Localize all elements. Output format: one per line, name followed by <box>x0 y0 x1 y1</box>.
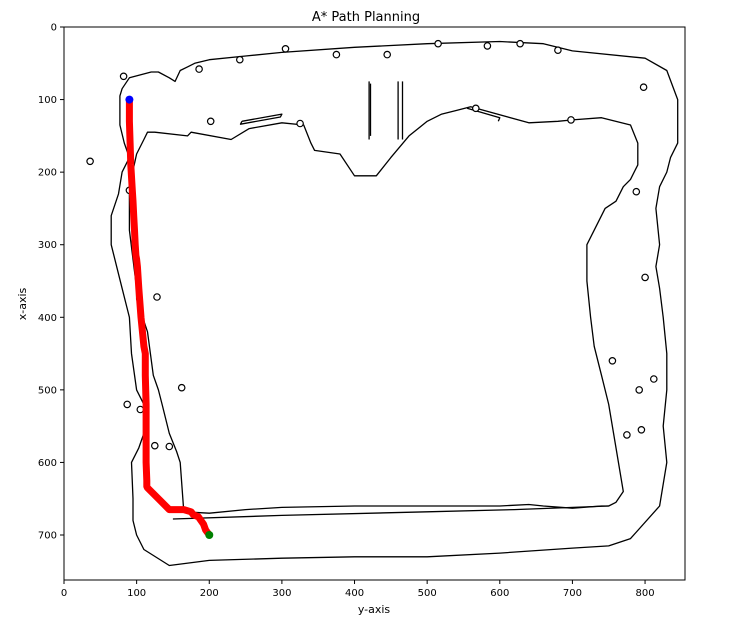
obstacle-marker <box>119 72 128 81</box>
obstacle-marker <box>383 50 392 59</box>
y-axis-label: x-axis <box>16 287 29 320</box>
y-tick-label: 200 <box>38 168 57 179</box>
obstacle-marker <box>296 119 304 128</box>
x-tick-label: 400 <box>345 588 364 599</box>
planned-path-line <box>125 96 213 539</box>
y-tick-label: 300 <box>38 240 57 251</box>
obstacle-marker <box>195 65 203 73</box>
x-tick-label: 0 <box>61 588 67 599</box>
y-tick-label: 600 <box>38 458 57 469</box>
map-wall <box>172 505 609 520</box>
obstacle-marker <box>177 383 186 392</box>
x-tick-label: 300 <box>272 588 291 599</box>
obstacle-marker <box>635 386 644 394</box>
obstacle-marker <box>483 42 492 50</box>
obstacle-marker <box>165 442 174 451</box>
obstacle-marker <box>554 46 562 55</box>
y-tick-label: 400 <box>38 313 57 324</box>
y-tick-label: 500 <box>38 385 57 396</box>
x-tick-label: 100 <box>127 588 146 599</box>
x-axis-ticks: 0 100 200 300 400 500 600 700 800 <box>61 580 655 599</box>
x-tick-label: 700 <box>563 588 582 599</box>
obstacle-marker <box>136 405 145 414</box>
chart-title: A* Path Planning <box>312 10 420 25</box>
obstacle-marker <box>567 116 575 124</box>
y-axis-ticks: 0 100 200 300 400 500 600 700 <box>38 23 64 542</box>
obstacle-marker <box>153 293 161 301</box>
obstacle-marker <box>281 44 290 53</box>
x-tick-label: 600 <box>490 588 509 599</box>
obstacle-marker <box>206 117 215 126</box>
obstacle-marker <box>623 431 631 439</box>
obstacle-marker <box>649 375 658 383</box>
obstacle-marker <box>123 400 132 409</box>
map-wall <box>239 113 283 125</box>
x-tick-label: 800 <box>636 588 655 599</box>
map-outer-boundary <box>110 40 679 567</box>
x-axis-label: y-axis <box>358 603 391 616</box>
obstacle-marker <box>516 39 524 48</box>
plot-area <box>63 26 686 581</box>
x-tick-label: 200 <box>200 588 219 599</box>
start-point <box>125 95 134 104</box>
obstacle-marker <box>608 356 617 365</box>
obstacle-marker <box>332 50 341 59</box>
obstacle-marker <box>434 39 442 48</box>
endpoint-markers <box>125 95 214 539</box>
obstacle-marker <box>86 157 94 166</box>
obstacle-markers <box>86 39 658 451</box>
map-wall <box>466 107 501 122</box>
y-tick-label: 0 <box>51 23 57 34</box>
y-tick-label: 100 <box>38 95 57 106</box>
obstacle-marker <box>151 441 159 450</box>
obstacle-marker <box>641 273 649 282</box>
planned-path-series <box>125 96 213 539</box>
obstacle-marker <box>632 187 641 196</box>
y-tick-label: 700 <box>38 531 57 542</box>
plot-frame <box>63 26 686 581</box>
obstacle-marker <box>639 83 648 92</box>
obstacle-marker <box>236 55 244 64</box>
obstacle-marker <box>637 425 646 434</box>
obstacle-marker <box>471 104 480 113</box>
goal-point <box>205 531 214 539</box>
x-tick-label: 500 <box>418 588 437 599</box>
